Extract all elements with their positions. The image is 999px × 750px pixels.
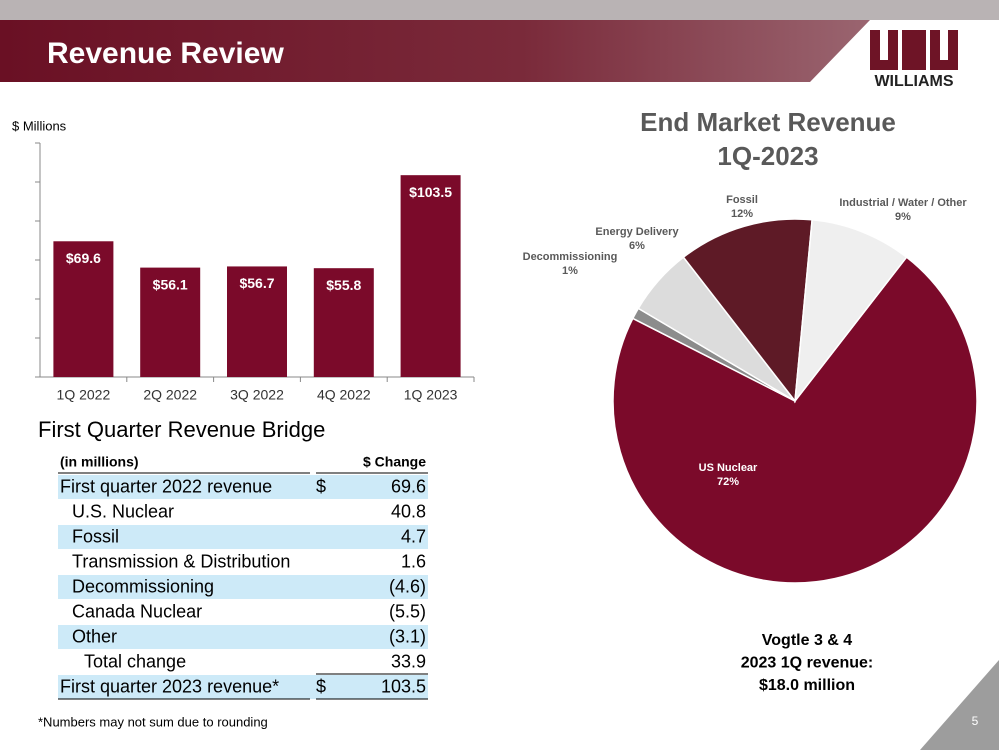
- bar: [400, 175, 461, 377]
- row-shade: [58, 625, 428, 649]
- slide-title: Revenue Review: [47, 37, 284, 70]
- x-tick-label: 4Q 2022: [317, 387, 371, 403]
- row-label: Other: [72, 626, 117, 646]
- table-title: First Quarter Revenue Bridge: [38, 417, 325, 442]
- pie-slice: [794, 218, 908, 404]
- row-label: Decommissioning: [72, 576, 214, 596]
- row-value: 4.7: [401, 526, 426, 546]
- row-shade: [58, 525, 428, 549]
- row-value: (3.1): [389, 626, 426, 646]
- slice-value-label: 12%: [731, 208, 753, 220]
- chart-title: End Market Revenue: [640, 107, 896, 137]
- annotation: $18.0 million: [759, 677, 855, 694]
- banner: [0, 20, 870, 82]
- row-currency: $: [316, 676, 326, 696]
- slice-label: Decommissioning: [523, 251, 618, 263]
- page-number: 5: [972, 714, 979, 728]
- table-header: $ Change: [363, 454, 426, 470]
- slice-label: Industrial / Water / Other: [839, 197, 967, 209]
- bar: [140, 267, 201, 377]
- logo-mark: [940, 30, 948, 60]
- row-currency: $: [316, 476, 326, 496]
- row-label: U.S. Nuclear: [72, 501, 174, 521]
- row-value: 103.5: [381, 676, 426, 696]
- slice-value-label: 1%: [562, 265, 578, 277]
- corner-triangle: [920, 660, 999, 750]
- bar: [227, 266, 287, 377]
- row-label: Fossil: [72, 526, 119, 546]
- row-shade: [58, 675, 428, 699]
- x-tick-label: 1Q 2022: [57, 387, 111, 403]
- row-value: 33.9: [391, 651, 426, 671]
- slice-value-label: 6%: [629, 240, 645, 252]
- row-label: First quarter 2022 revenue: [60, 476, 272, 496]
- x-tick-label: 3Q 2022: [230, 387, 284, 403]
- logo-text: WILLIAMS: [874, 73, 953, 90]
- y-axis-label: $ Millions: [12, 118, 67, 133]
- annotation: 2023 1Q revenue:: [741, 655, 874, 672]
- slice-label: US Nuclear: [699, 462, 758, 474]
- value-label: $55.8: [326, 277, 361, 293]
- row-shade: [58, 475, 428, 499]
- row-value: 1.6: [401, 551, 426, 571]
- row-value: 40.8: [391, 501, 426, 521]
- chart-subtitle: 1Q-2023: [717, 141, 818, 171]
- logo: WILLIAMS: [870, 30, 958, 90]
- x-tick-label: 2Q 2022: [143, 387, 197, 403]
- value-label: $69.6: [66, 250, 101, 266]
- row-label: Total change: [84, 651, 186, 671]
- footnote: *Numbers may not sum due to rounding: [38, 714, 268, 729]
- row-label: First quarter 2023 revenue*: [60, 676, 279, 696]
- value-label: $56.7: [239, 275, 274, 291]
- x-tick-label: 1Q 2023: [404, 387, 458, 403]
- slice-value-label: 9%: [895, 211, 911, 223]
- row-value: (4.6): [389, 576, 426, 596]
- bar: [53, 241, 114, 377]
- row-value: 69.6: [391, 476, 426, 496]
- row-label: Transmission & Distribution: [72, 551, 290, 571]
- value-label: $56.1: [153, 276, 188, 292]
- row-shade: [58, 575, 428, 599]
- pie-slice: [612, 256, 978, 584]
- slice-label: Energy Delivery: [595, 226, 679, 238]
- logo-mark: [902, 30, 926, 70]
- annotation: Vogtle 3 & 4: [762, 632, 852, 649]
- slice-value-label: 72%: [717, 476, 739, 488]
- row-label: Canada Nuclear: [72, 601, 202, 621]
- top-strip: [0, 0, 999, 20]
- table-header: (in millions): [60, 454, 139, 470]
- logo-mark: [880, 30, 888, 60]
- pie-slice: [682, 218, 813, 403]
- row-value: (5.5): [389, 601, 426, 621]
- bar: [313, 268, 374, 377]
- slice-label: Fossil: [726, 194, 758, 206]
- value-label: $103.5: [409, 184, 452, 200]
